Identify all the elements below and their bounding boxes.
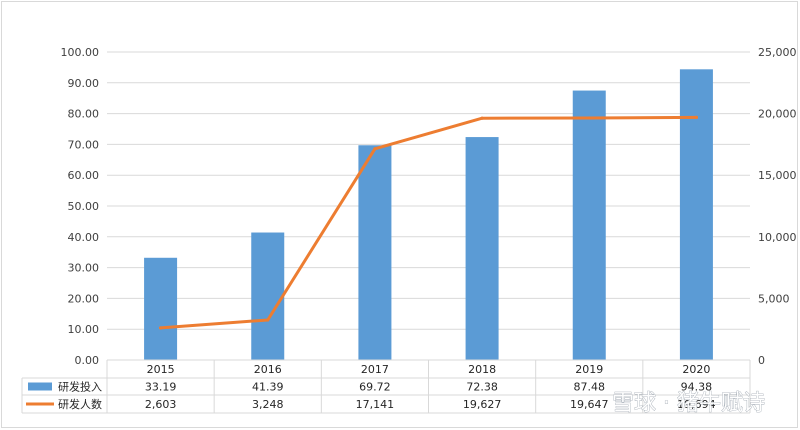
y-left-tick-label: 60.00 bbox=[68, 169, 100, 182]
y-right-tick-label: 25,000 bbox=[758, 46, 797, 59]
y-right-tick-label: 10,000 bbox=[758, 231, 797, 244]
category-label: 2019 bbox=[575, 363, 603, 376]
legend-bar-key bbox=[28, 382, 52, 391]
y-right-tick-label: 5,000 bbox=[758, 292, 790, 305]
y-left-tick-label: 70.00 bbox=[68, 138, 100, 151]
legend-label: 研发投入 bbox=[58, 380, 102, 394]
bar bbox=[144, 257, 178, 360]
line-point bbox=[480, 116, 484, 120]
data-label: 33.19 bbox=[145, 381, 177, 394]
y-left-tick-label: 90.00 bbox=[68, 77, 100, 90]
data-label: 3,248 bbox=[252, 398, 284, 411]
line-point bbox=[158, 326, 163, 330]
line-point bbox=[694, 115, 699, 119]
data-label: 17,141 bbox=[356, 398, 395, 411]
y-left-tick-label: 50.00 bbox=[68, 200, 100, 213]
category-label: 2016 bbox=[254, 363, 282, 376]
line-point bbox=[266, 318, 270, 322]
bar bbox=[465, 137, 499, 360]
y-left-tick-label: 10.00 bbox=[68, 323, 100, 336]
bar bbox=[358, 145, 392, 360]
y-left-tick-label: 30.00 bbox=[68, 262, 100, 275]
y-left-tick-label: 40.00 bbox=[68, 231, 100, 244]
data-label: 19,627 bbox=[463, 398, 502, 411]
watermark: 雪球 · 猪牛赋诗 bbox=[612, 391, 765, 416]
category-label: 2020 bbox=[682, 363, 710, 376]
category-label: 2015 bbox=[147, 363, 175, 376]
y-right-tick-label: 0 bbox=[758, 354, 765, 367]
data-label: 94.38 bbox=[681, 381, 713, 394]
bar bbox=[251, 232, 285, 360]
y-left-tick-label: 20.00 bbox=[68, 292, 100, 305]
data-label: 87.48 bbox=[574, 381, 606, 394]
line-series-path bbox=[159, 115, 698, 330]
line-point bbox=[587, 116, 591, 120]
line-point bbox=[373, 147, 377, 151]
data-label: 69.72 bbox=[359, 381, 391, 394]
y-right-tick-label: 20,000 bbox=[758, 108, 797, 121]
category-label: 2018 bbox=[468, 363, 496, 376]
y-left-tick-label: 80.00 bbox=[68, 108, 100, 121]
bar bbox=[572, 90, 606, 361]
y-right-tick-label: 15,000 bbox=[758, 169, 797, 182]
y-left-tick-label: 0.00 bbox=[75, 354, 100, 367]
data-label: 2,603 bbox=[145, 398, 177, 411]
data-label: 72.38 bbox=[466, 381, 498, 394]
data-label: 19,694 bbox=[677, 398, 716, 411]
bar bbox=[679, 69, 713, 360]
y-left-tick-label: 100.00 bbox=[61, 46, 100, 59]
data-label: 19,647 bbox=[570, 398, 609, 411]
legend-label: 研发人数 bbox=[58, 397, 102, 411]
category-label: 2017 bbox=[361, 363, 389, 376]
data-label: 41.39 bbox=[252, 381, 284, 394]
